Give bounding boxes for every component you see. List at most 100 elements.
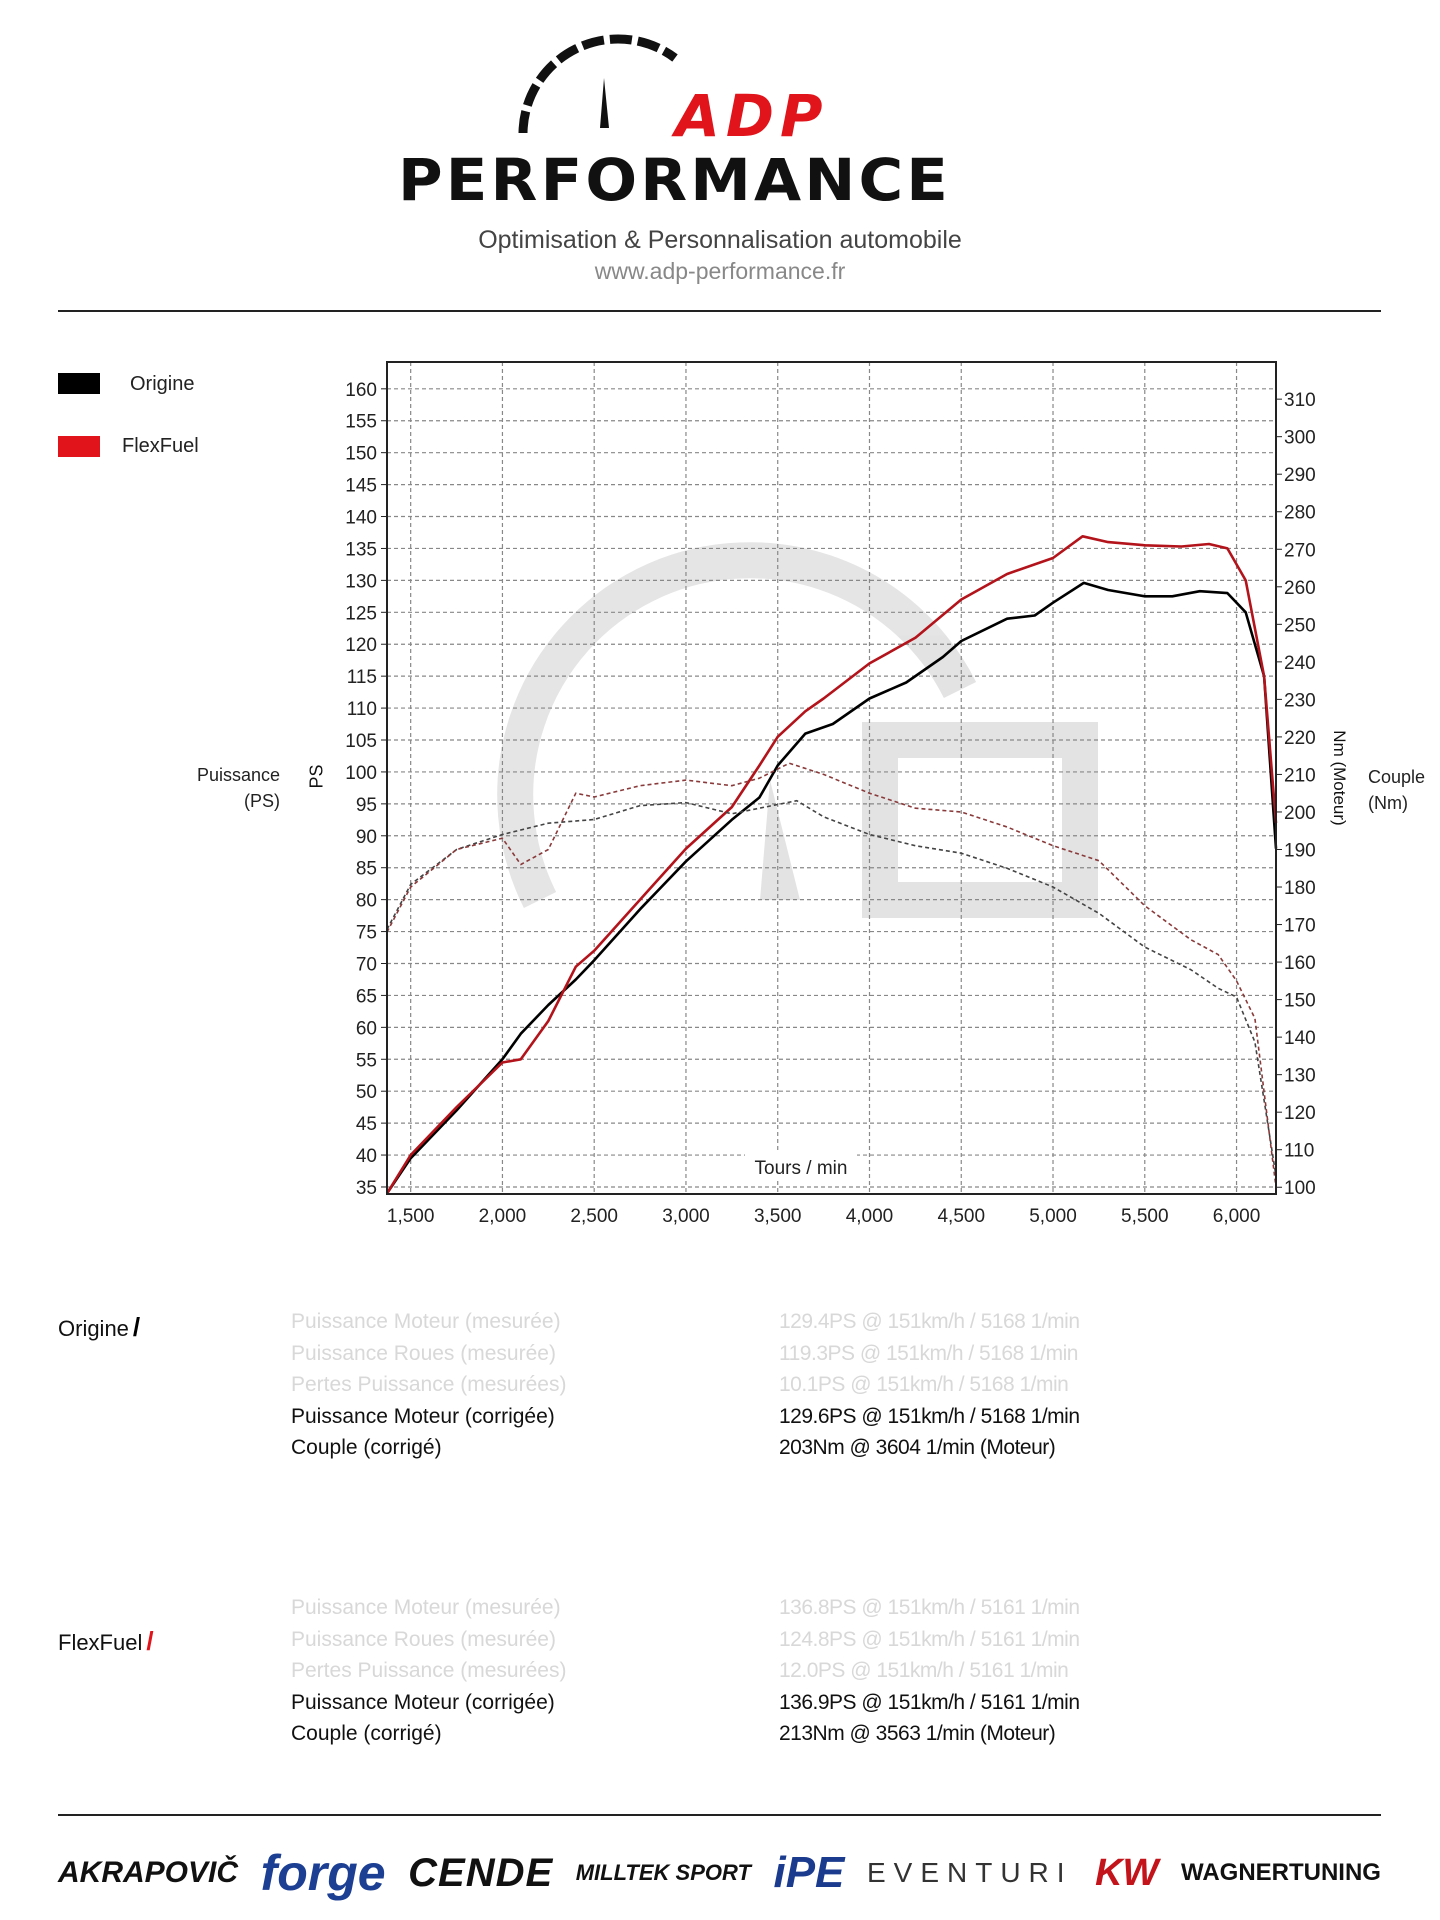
slash-mark: / [146,1626,154,1656]
brand-performance: PERFORMANCE [398,146,952,214]
x-tick-label: 5,500 [1121,1206,1169,1227]
y2-tick-label: 200 [1284,803,1316,824]
dyno-chart: 1,500 2,000 2,500 3,000 3,500 4,000 4,500 5,000… [345,361,1316,1227]
results-heading-flexfuel: FlexFuel / [58,1626,154,1657]
result-value: 124.8PS @ 151km/h / 5161 1/min [779,1627,1080,1651]
result-label: Pertes Puissance (mesurées) [291,1373,567,1396]
y-tick-label: 135 [345,539,377,560]
y2-tick-label: 150 [1284,991,1316,1012]
sponsor-logos: AKRAPOVIČ forge CENDE MILLTEK SPORT iPE EVENT… [58,1838,1381,1908]
result-value: 12.0PS @ 151km/h / 5161 1/min [779,1659,1069,1682]
legend-swatch-origine [58,373,100,394]
grid [381,362,1282,1194]
right-axis-title: Couple (Nm) [1368,764,1425,816]
series-lines [385,535,1278,1195]
y-tick-label: 40 [356,1146,377,1167]
sponsor-logo-milltek-sport: MILLTEK SPORT [575,1860,751,1885]
y-tick-label: 50 [356,1082,377,1103]
x-tick-label: 5,000 [1029,1206,1077,1227]
y2-tick-label: 110 [1284,1141,1314,1162]
x-tick-label: 6,000 [1213,1206,1261,1227]
x-tick-label: 3,500 [754,1206,802,1227]
sponsor-logo-forge: forge [260,1845,386,1901]
x-tick-label: 4,500 [937,1206,985,1227]
brand-adp: ADP [675,82,829,150]
y2-tick-label: 270 [1284,540,1316,561]
y-tick-label: 160 [345,380,377,401]
result-value: 129.6PS @ 151km/h / 5168 1/min [779,1404,1080,1428]
y-tick-label: 125 [345,603,377,624]
y2-tick-label: 160 [1284,953,1316,974]
header-divider [58,310,1381,312]
result-value: 203Nm @ 3604 1/min (Moteur) [779,1436,1056,1459]
slash-mark: / [132,1312,141,1342]
result-label: Puissance Moteur (corrigée) [291,1404,555,1428]
y2-tick-label: 220 [1284,728,1316,749]
result-value: 129.4PS @ 151km/h / 5168 1/min [779,1310,1080,1333]
left-axis-title-line2: (PS) [244,791,280,811]
y-tick-label: 85 [356,859,377,880]
result-label: Pertes Puissance (mesurées) [291,1659,567,1682]
result-value: 213Nm @ 3563 1/min (Moteur) [779,1722,1056,1745]
result-label: Puissance Moteur (mesurée) [291,1596,561,1619]
y2-tick-label: 140 [1284,1028,1316,1049]
result-label: Puissance Moteur (corrigée) [291,1690,555,1714]
result-value: 119.3PS @ 151km/h / 5168 1/min [779,1341,1078,1365]
x-axis-title: Tours / min [755,1158,848,1179]
brand-url[interactable]: www.adp-performance.fr [594,258,846,284]
results-heading-origine: Origine / [58,1312,140,1343]
legend-label-flexfuel: FlexFuel [122,435,199,457]
y-tick-label: 80 [356,891,377,912]
left-axis-title: Puissance (PS) [160,762,280,814]
y-tick-label: 65 [356,986,377,1007]
series-power-origine [385,581,1278,1195]
result-value: 136.9PS @ 151km/h / 5161 1/min [779,1690,1080,1714]
right-axis-title-line1: Couple [1368,767,1426,787]
x-tick-label: 2,500 [570,1206,618,1227]
y-tick-label: 45 [356,1114,377,1135]
y2-tick-label: 210 [1284,765,1316,786]
y-tick-label: 35 [356,1178,377,1199]
tick-labels: 1,500 2,000 2,500 3,000 3,500 4,000 4,500 5,000… [345,380,1315,1227]
y-tick-label: 60 [356,1018,377,1039]
y2-tick-label: 280 [1284,503,1316,524]
results-heading-label: Origine [58,1316,129,1341]
result-value: 136.8PS @ 151km/h / 5161 1/min [779,1596,1080,1619]
result-label: Puissance Moteur (mesurée) [291,1310,561,1333]
results-heading-label: FlexFuel [58,1630,143,1655]
y-tick-label: 105 [345,731,377,752]
watermark-logo-icon [497,542,1098,918]
y-tick-label: 155 [345,412,377,433]
gauge-logo-icon [518,34,678,134]
sponsor-logo-eventuri: EVENTURI [866,1857,1073,1888]
result-label: Couple (corrigé) [291,1722,442,1745]
y-tick-label: 145 [345,476,377,497]
y-tick-label: 150 [345,444,377,465]
y2-tick-label: 100 [1284,1178,1316,1199]
x-tick-label: 1,500 [387,1206,435,1227]
result-label: Puissance Roues (mesurée) [291,1627,556,1651]
y2-tick-label: 170 [1284,916,1316,937]
sponsor-logo-wagnertuning: WAGNERTUNING [1180,1859,1381,1886]
result-label: Puissance Roues (mesurée) [291,1341,556,1365]
y-tick-label: 100 [345,763,377,784]
y2-tick-label: 300 [1284,428,1316,449]
sponsor-logo-cende: CENDE [408,1850,554,1895]
y2-tick-label: 240 [1284,653,1316,674]
series-torque-origine [386,799,1277,1177]
sponsor-logo-kw: KW [1095,1851,1159,1894]
result-value: 10.1PS @ 151km/h / 5168 1/min [779,1373,1069,1396]
y2-tick-label: 130 [1284,1066,1316,1087]
left-axis-title-line1: Puissance [196,765,280,785]
x-tick-label: 3,000 [662,1206,710,1227]
legend-swatch-flexfuel [58,436,100,457]
y-tick-label: 70 [356,954,377,975]
x-title-bg [745,1152,857,1178]
result-label: Couple (corrigé) [291,1436,442,1459]
sponsor-logo-akrapovi-: AKRAPOVIČ [58,1856,239,1889]
brand-subtitle: Optimisation & Personnalisation automobi… [478,226,962,254]
footer-divider [58,1814,1381,1816]
y-tick-label: 140 [345,508,377,529]
y-tick-label: 75 [356,923,377,944]
right-axis-title-line2: (Nm) [1368,793,1408,813]
